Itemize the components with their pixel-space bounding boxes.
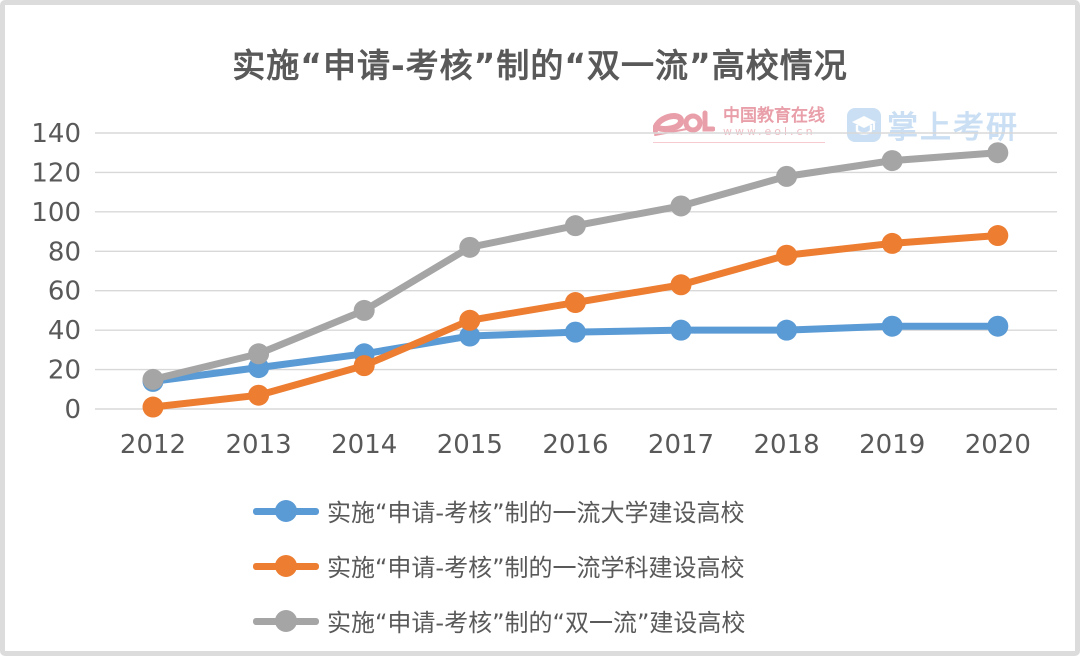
data-point-marker	[881, 232, 903, 254]
data-point-marker	[564, 215, 586, 237]
data-point-marker	[142, 368, 164, 390]
data-point-marker	[248, 343, 270, 365]
legend-item: 实施“申请-考核”制的一流学科建设高校	[253, 550, 745, 582]
line-chart: 0 20 40 60 80 100 120 140 2012 2013 2014 2015 2016 20…	[31, 119, 1057, 460]
legend-marker-icon	[253, 609, 319, 632]
data-point-marker	[564, 321, 586, 343]
data-point-marker	[881, 150, 903, 172]
y-axis-tick-label: 60	[48, 277, 81, 307]
data-point-marker	[987, 315, 1009, 337]
data-point-marker	[459, 236, 481, 258]
y-axis-tick-label: 40	[48, 316, 81, 346]
data-point-marker	[248, 384, 270, 406]
eol-logo-url: www.eol.cn	[723, 124, 816, 138]
legend-dot	[275, 554, 297, 577]
x-axis-tick-label: 2012	[120, 430, 186, 460]
y-axis-tick-label: 100	[31, 198, 81, 228]
series-line	[149, 149, 1002, 383]
y-axis-tick-label: 140	[31, 119, 81, 149]
series-line	[149, 232, 1002, 411]
data-point-marker	[142, 396, 164, 418]
y-axis-tick-label: 80	[48, 237, 81, 267]
data-point-marker	[670, 274, 692, 296]
legend-label: 实施“申请-考核”制的“双一流”建设高校	[327, 609, 746, 637]
data-point-marker	[670, 319, 692, 341]
x-axis-tick-label: 2013	[226, 430, 292, 460]
legend-marker-icon	[253, 554, 319, 577]
y-axis-tick-label: 20	[48, 356, 81, 386]
x-axis-tick-label: 2017	[648, 430, 714, 460]
eol-logo-text: 中国教育在线	[723, 105, 825, 126]
data-point-marker	[776, 319, 798, 341]
legend-label: 实施“申请-考核”制的一流学科建设高校	[327, 554, 745, 582]
chart-legend: 实施“申请-考核”制的一流大学建设高校 实施“申请-考核”制的一流学科建设高校 实施…	[253, 495, 746, 637]
legend-marker-icon	[253, 499, 319, 522]
x-axis-tick-label: 2015	[437, 430, 503, 460]
graduation-cap-icon	[847, 107, 881, 142]
data-point-marker	[459, 325, 481, 347]
legend-dot	[275, 499, 297, 522]
x-axis-tick-label: 2016	[542, 430, 608, 460]
zhangshang-kaoyan-text: 掌上考研	[887, 110, 1019, 146]
y-axis-tick-label: 120	[31, 158, 81, 188]
data-point-marker	[459, 309, 481, 331]
legend-item: 实施“申请-考核”制的一流大学建设高校	[253, 495, 745, 527]
x-axis-tick-label: 2020	[965, 430, 1031, 460]
data-point-marker	[881, 315, 903, 337]
legend-label: 实施“申请-考核”制的一流大学建设高校	[327, 499, 745, 527]
x-axis-tick-label: 2018	[754, 430, 820, 460]
x-axis-tick-label: 2019	[859, 430, 925, 460]
zhangshang-kaoyan-logo: 掌上考研	[847, 102, 1019, 147]
data-point-marker	[987, 142, 1009, 164]
data-point-marker	[353, 355, 375, 377]
data-point-marker	[353, 299, 375, 321]
legend-item: 实施“申请-考核”制的“双一流”建设高校	[253, 605, 746, 637]
data-point-marker	[670, 195, 692, 217]
y-axis-tick-label: 0	[64, 395, 81, 425]
data-point-marker	[776, 244, 798, 266]
chart-title: 实施“申请-考核”制的“双一流”高校情况	[232, 46, 848, 85]
x-axis-tick-label: 2014	[331, 430, 397, 460]
legend-dot	[275, 609, 297, 632]
data-point-marker	[564, 292, 586, 314]
data-point-marker	[776, 165, 798, 187]
data-point-marker	[987, 225, 1009, 247]
